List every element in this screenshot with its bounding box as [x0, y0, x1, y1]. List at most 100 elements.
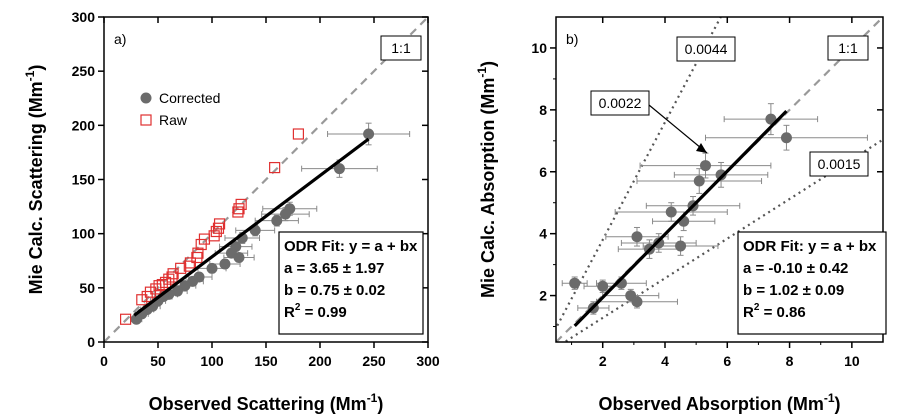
data-point	[279, 208, 291, 220]
fit-box-line: a = 3.65 ± 1.97	[284, 260, 384, 277]
y-axis-label-close: )	[26, 65, 46, 71]
data-point	[233, 203, 245, 215]
reference-arrow-head	[696, 143, 707, 153]
data-point	[212, 222, 225, 234]
y-tick-label: 2	[539, 288, 547, 304]
data-point	[232, 206, 244, 218]
reference-label-box	[590, 90, 650, 116]
data-point	[631, 231, 643, 243]
data-point	[210, 225, 222, 238]
panel-label: a)	[114, 31, 126, 47]
reference-label: 0.0044	[685, 41, 728, 57]
fit-box-line: a = -0.10 ± 0.42	[743, 260, 848, 277]
data-point	[665, 206, 677, 218]
fit-box-line: b = 0.75 ± 0.02	[284, 282, 385, 299]
x-tick-label: 250	[362, 353, 386, 369]
fit-box-r2: R2 = 0.99	[284, 302, 347, 321]
data-point	[675, 240, 687, 252]
reference-label-box	[809, 151, 869, 177]
y-axis-label-main: Mie Calc. Absorption (Mm	[478, 78, 498, 298]
fit-line	[133, 137, 370, 317]
y-axis-label: Mie Calc. Scattering (Mm-1)	[23, 65, 46, 295]
data-point	[569, 277, 581, 289]
r2-superscript: 2	[295, 302, 301, 313]
data-point	[136, 294, 148, 306]
plot-area	[104, 17, 428, 342]
fit-box-line: ODR Fit: y = a + bx	[284, 238, 418, 255]
y-axis-label: Mie Calc. Absorption (Mm-1)	[475, 61, 498, 298]
data-point	[144, 286, 157, 298]
reference-label-box	[827, 35, 869, 61]
x-tick-label: 0	[100, 353, 108, 369]
data-point	[653, 237, 665, 249]
chart-panel-1: 0 50 100 150 200 250 300 0 50 100 150 200 250 300 a) Ob…	[23, 9, 440, 414]
y-tick-label: 10	[531, 40, 547, 56]
panel-label: b)	[566, 31, 578, 47]
y-tick-label: 150	[72, 172, 96, 188]
x-axis-label-main: Observed Scattering (Mm	[149, 394, 367, 414]
reference-label: 1:1	[391, 40, 411, 56]
data-point	[715, 169, 727, 181]
y-tick-label: 4	[539, 226, 547, 242]
legend-label-raw: Raw	[159, 112, 188, 128]
data-point	[153, 280, 165, 292]
data-point	[597, 280, 609, 292]
y-tick-label: 6	[539, 164, 547, 180]
reference-label-box	[380, 35, 422, 61]
legend-marker-raw	[140, 114, 152, 126]
data-point	[183, 260, 195, 272]
data-point	[699, 160, 711, 172]
x-tick-label: 8	[786, 353, 794, 369]
y-axis-label-sup: -1	[475, 67, 489, 78]
data-point	[363, 128, 375, 140]
y-axis-label-sup: -1	[23, 70, 37, 81]
data-point	[271, 215, 283, 227]
data-point	[292, 128, 304, 140]
r2-value: = 0.99	[300, 304, 346, 321]
reference-label: 0.0015	[818, 156, 861, 172]
reference-label: 0.0022	[599, 95, 642, 111]
r2-symbol: R	[743, 304, 754, 321]
data-point	[195, 238, 207, 251]
plot-area	[556, 17, 883, 342]
fit-box-line: ODR Fit: y = a + bx	[743, 238, 877, 255]
reference-line-00015	[562, 138, 883, 342]
data-point	[206, 262, 218, 274]
x-tick-label: 200	[308, 353, 332, 369]
data-point	[693, 175, 705, 187]
x-tick-label: 6	[723, 353, 731, 369]
x-axis-label-sup: -1	[367, 391, 378, 405]
r2-superscript: 2	[754, 302, 760, 313]
data-point	[235, 198, 247, 211]
x-tick-label: 100	[200, 353, 224, 369]
legend-label-corrected: Corrected	[159, 90, 220, 106]
x-axis-label-sup: -1	[824, 391, 835, 405]
x-tick-label: 2	[599, 353, 607, 369]
y-tick-label: 100	[72, 226, 96, 242]
data-point	[171, 285, 183, 297]
x-tick-label: 150	[254, 353, 278, 369]
x-tick-label: 300	[416, 353, 440, 369]
x-axis-label: Observed Absorption (Mm-1)	[598, 391, 840, 414]
r2-symbol: R	[284, 304, 295, 321]
x-axis-label-close: )	[835, 394, 841, 414]
x-axis-label: Observed Scattering (Mm-1)	[149, 391, 384, 414]
x-axis-label-close: )	[377, 394, 383, 414]
series-raw	[119, 128, 304, 325]
one-to-one-line	[104, 17, 428, 342]
plot-frame	[555, 16, 884, 343]
y-tick-label: 8	[539, 102, 547, 118]
r2-value: = 0.86	[759, 304, 805, 321]
data-point	[219, 258, 231, 270]
data-point	[130, 313, 142, 325]
data-point	[159, 276, 172, 289]
x-tick-label: 10	[844, 353, 860, 369]
data-point	[192, 247, 204, 259]
data-point	[780, 132, 792, 144]
y-tick-label: 200	[72, 117, 96, 133]
y-axis-label-close: )	[478, 61, 498, 67]
data-point	[233, 252, 245, 263]
data-point	[213, 218, 226, 230]
y-axis-label-main: Mie Calc. Scattering (Mm	[26, 81, 46, 294]
